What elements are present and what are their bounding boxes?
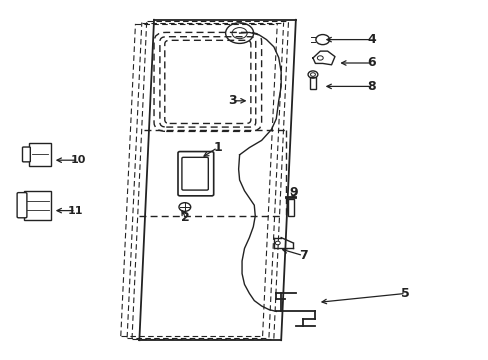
Text: 5: 5 [401,287,409,300]
FancyBboxPatch shape [17,193,27,218]
Text: 6: 6 [366,57,375,69]
Text: 8: 8 [366,80,375,93]
Text: 11: 11 [68,206,83,216]
Text: 3: 3 [227,94,236,107]
Text: 9: 9 [288,186,297,199]
Text: 1: 1 [213,141,222,154]
Text: 10: 10 [70,155,86,165]
Text: 7: 7 [298,249,307,262]
Text: 4: 4 [366,33,375,46]
Text: 2: 2 [181,211,190,224]
FancyBboxPatch shape [22,147,30,162]
FancyBboxPatch shape [178,152,213,196]
